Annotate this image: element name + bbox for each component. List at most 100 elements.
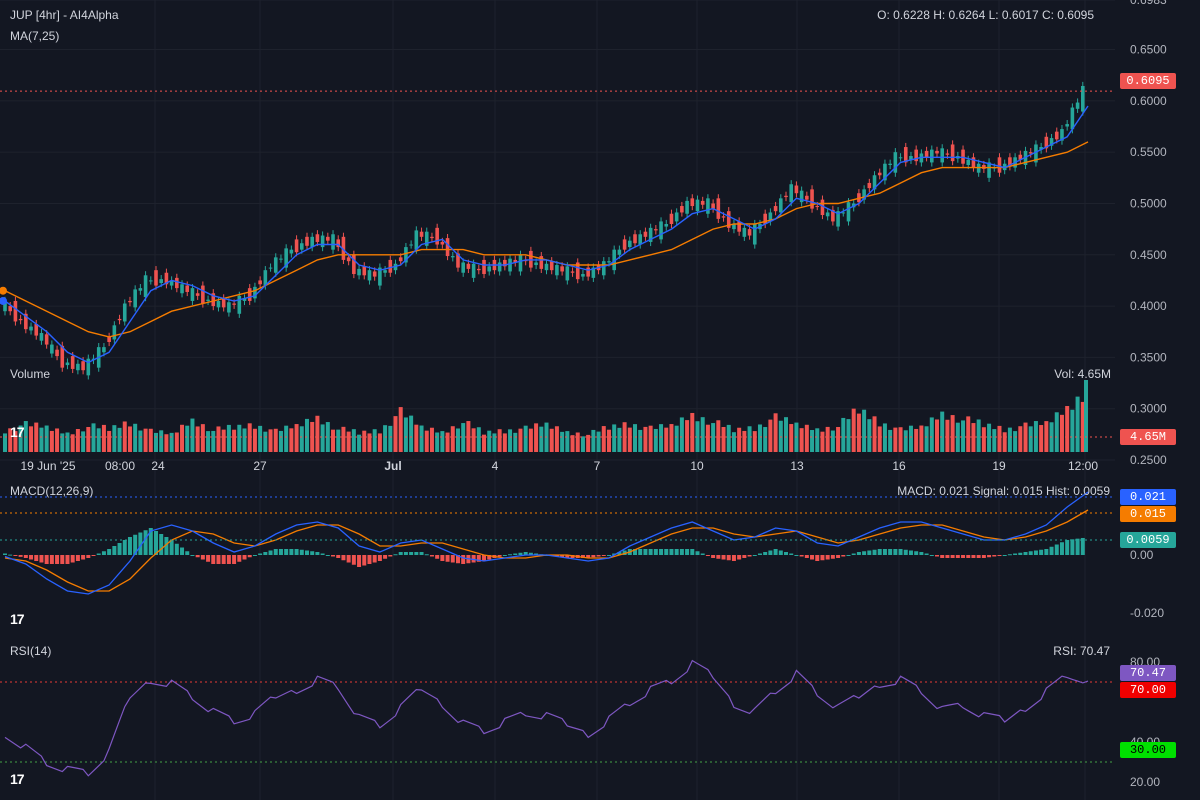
- macd-hist-bar: [804, 555, 809, 558]
- macd-hist-bar: [242, 555, 247, 560]
- volume-bar: [8, 428, 13, 452]
- macd-hist-bar: [862, 551, 867, 555]
- volume-bar: [716, 420, 721, 452]
- volume-bar: [586, 434, 591, 452]
- candle-body: [372, 271, 377, 277]
- tradingview-logo[interactable]: 17: [10, 771, 25, 787]
- macd-hist-bar: [789, 553, 794, 555]
- candle-body: [929, 149, 934, 163]
- candle-body: [435, 227, 439, 245]
- volume-bar: [206, 431, 211, 452]
- candle-body: [747, 229, 752, 236]
- macd-hist-bar: [8, 554, 13, 556]
- candle-body: [55, 349, 59, 357]
- candle-body: [1054, 131, 1059, 140]
- volume-bar: [862, 409, 867, 452]
- candle-body: [352, 254, 356, 275]
- candle-body: [841, 212, 846, 214]
- macd-hist-bar: [91, 555, 96, 556]
- volume-tag: 4.65M: [1120, 429, 1176, 445]
- candle-body: [383, 270, 387, 273]
- volume-bar: [216, 426, 221, 452]
- volume-bar: [888, 429, 893, 452]
- volume-bar: [112, 425, 117, 452]
- candle-body: [825, 212, 830, 217]
- macd-hist-bar: [3, 553, 7, 555]
- macd-hist-bar: [731, 555, 736, 561]
- candle-body: [284, 248, 288, 268]
- candle-body: [586, 267, 590, 277]
- macd-hist-bar: [976, 555, 981, 558]
- candle-body: [341, 236, 346, 260]
- volume-bar: [518, 428, 523, 452]
- candle-body: [555, 265, 559, 276]
- candle-body: [846, 202, 851, 222]
- candle-body: [263, 270, 268, 286]
- volume-bar: [523, 425, 528, 452]
- volume-bar: [237, 424, 242, 452]
- macd-hist-bar: [502, 555, 507, 556]
- macd-hist-bar: [237, 555, 242, 562]
- macd-hist-bar: [1080, 537, 1085, 555]
- x-tick-label: Jul: [384, 459, 401, 473]
- candle-body: [190, 288, 195, 301]
- macd-hist-bar: [29, 555, 34, 560]
- candle-body: [815, 206, 820, 208]
- volume-bar: [1018, 426, 1023, 452]
- macd-hist-bar: [44, 555, 49, 564]
- volume-bar: [898, 427, 903, 452]
- macd-hist-bar: [13, 555, 18, 556]
- volume-bar: [674, 425, 679, 452]
- candle-body: [482, 259, 486, 275]
- ma7-line: [4, 105, 1089, 364]
- candle-body: [971, 157, 976, 168]
- tradingview-logo[interactable]: 17: [10, 424, 25, 440]
- macd-hist-bar: [914, 551, 919, 555]
- macd-hist-bar: [924, 553, 929, 555]
- macd-hist-bar: [705, 555, 710, 556]
- macd-hist-bar: [336, 555, 341, 558]
- ohlc-readout: O: 0.6228 H: 0.6264 L: 0.6017 C: 0.6095: [877, 8, 1094, 22]
- price-tick-label: 0.4500: [1130, 248, 1167, 262]
- volume-bar: [91, 423, 96, 452]
- volume-bar: [903, 430, 908, 452]
- volume-bar: [211, 430, 216, 452]
- volume-bar: [914, 428, 919, 452]
- volume-bar: [242, 428, 247, 452]
- price-tick-label: 0.4000: [1130, 299, 1167, 313]
- macd-hist-bar: [86, 555, 91, 558]
- candle-body: [86, 358, 91, 376]
- volume-bar: [117, 427, 122, 452]
- candle-body: [258, 280, 262, 285]
- macd-hist-bar: [820, 555, 825, 561]
- macd-hist-bar: [482, 555, 487, 561]
- candle-body: [539, 256, 544, 269]
- volume-bar: [440, 431, 445, 452]
- volume-bar: [919, 425, 924, 452]
- candle-body: [633, 234, 637, 244]
- volume-bar: [565, 431, 570, 452]
- candle-body: [664, 223, 669, 227]
- volume-bar: [784, 417, 789, 452]
- candle-body: [404, 247, 408, 263]
- tradingview-logo[interactable]: 17: [10, 611, 25, 627]
- candle-body: [180, 284, 184, 294]
- volume-bar: [752, 431, 757, 452]
- volume-bar: [336, 429, 341, 452]
- macd-hist-bar: [586, 555, 591, 558]
- macd-hist-bar: [200, 555, 205, 560]
- macd-hist-bar: [388, 555, 393, 557]
- macd-hist-bar: [65, 555, 70, 564]
- volume-bar: [429, 427, 434, 452]
- volume-bar: [55, 428, 60, 452]
- volume-bar: [653, 428, 658, 452]
- macd-hist-bar: [554, 555, 559, 557]
- volume-bar: [877, 426, 882, 452]
- volume-bar: [591, 429, 596, 452]
- candle-body: [737, 221, 741, 232]
- macd-hist-bar: [164, 537, 169, 555]
- macd-hist-bar: [940, 555, 945, 558]
- volume-bar: [778, 420, 783, 452]
- volume-bar: [612, 424, 617, 452]
- candle-body: [310, 236, 314, 248]
